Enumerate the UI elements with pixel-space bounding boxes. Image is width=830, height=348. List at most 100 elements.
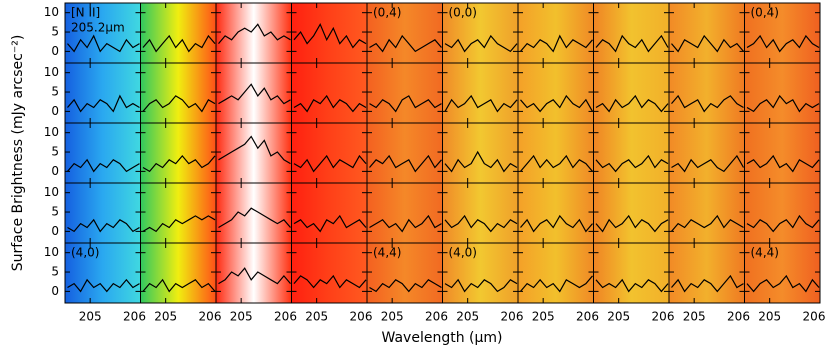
panel-label: (0,0): [449, 6, 477, 20]
spectrum: [520, 34, 593, 53]
x-tick-label: 205: [683, 310, 706, 324]
panel-label: (4,4): [373, 246, 401, 260]
spectrum: [595, 278, 669, 293]
y-tick-label: 10: [44, 5, 59, 19]
spectrum: [520, 214, 593, 233]
spectrum: [746, 214, 820, 233]
x-tick-label: 206: [576, 310, 599, 324]
spectrum: [671, 34, 744, 53]
panel-label: (4,0): [449, 246, 477, 260]
y-tick-label: 5: [51, 25, 59, 39]
y-tick-label: 0: [51, 164, 59, 178]
spectrum: [218, 83, 291, 105]
spectrum: [142, 278, 216, 293]
y-tick-label: 5: [51, 145, 59, 159]
panel-label: (0,4): [373, 6, 401, 20]
x-tick-label: 205: [79, 310, 102, 324]
background-map: [65, 3, 820, 303]
spectrum: [444, 150, 518, 173]
x-tick-label: 206: [652, 310, 675, 324]
spectrum: [444, 278, 518, 293]
spectrum: [369, 214, 442, 233]
spectrum: [746, 34, 820, 53]
map-column: [518, 3, 594, 303]
x-tick-label: 206: [199, 310, 222, 324]
x-tick-label: 205: [381, 310, 404, 324]
spectrum: [746, 274, 820, 293]
spectrum: [369, 95, 442, 113]
y-tick-label: 10: [44, 65, 59, 79]
x-tick-label: 205: [758, 310, 781, 324]
x-tick-label: 205: [532, 310, 555, 324]
map-column: [291, 3, 367, 303]
spectrum: [67, 94, 140, 113]
y-tick-label: 5: [51, 85, 59, 99]
spectrum: [444, 214, 518, 233]
spectrum: [369, 34, 442, 53]
spectrum: [520, 94, 594, 113]
spectrum: [218, 207, 291, 229]
x-tick-label: 205: [230, 310, 253, 324]
spectrum: [67, 218, 140, 233]
map-column: [65, 3, 141, 303]
spectrum: [293, 94, 367, 113]
x-tick-label: 206: [425, 310, 448, 324]
spectrum: [218, 267, 291, 285]
spectrum: [595, 34, 669, 53]
spectrum: [746, 154, 820, 173]
spectrum: [444, 94, 518, 113]
panel-label: [N II]: [71, 6, 100, 20]
x-tick-label: 206: [501, 310, 524, 324]
spectrum: [218, 135, 291, 165]
x-axis-label: Wavelength (μm): [382, 330, 503, 346]
y-tick-label: 0: [51, 224, 59, 238]
map-column: [216, 3, 292, 303]
panel-frame: [744, 242, 821, 304]
x-tick-label: 206: [350, 310, 373, 324]
map-column: [140, 3, 216, 303]
spectrum: [142, 34, 216, 53]
spectrum: [67, 158, 140, 173]
y-axis-label: Surface Brightness (mJy arcsec⁻²): [10, 35, 26, 272]
spectrum: [67, 278, 140, 293]
x-tick-label: 206: [803, 310, 826, 324]
spectrum: [671, 274, 744, 293]
spectrum: [142, 154, 216, 173]
spectrum: [671, 154, 745, 173]
panel-label: (4,4): [751, 246, 779, 260]
panel-label: (0,4): [751, 6, 779, 20]
x-tick-label: 206: [727, 310, 750, 324]
spectrum: [520, 275, 593, 293]
spectrum: [218, 23, 291, 44]
y-tick-label: 5: [51, 205, 59, 219]
x-tick-label: 205: [607, 310, 630, 324]
x-tick-label: 205: [305, 310, 328, 324]
spectrum: [293, 274, 367, 289]
spectrum: [595, 94, 669, 113]
spectrum: [671, 94, 744, 113]
spectrum: [293, 154, 367, 173]
y-tick-label: 10: [44, 125, 59, 139]
spectrum: [293, 22, 367, 49]
spectrum: [595, 214, 669, 233]
spectrum: [671, 214, 744, 232]
map-column: [367, 3, 443, 303]
x-tick-label: 206: [274, 310, 297, 324]
y-tick-label: 0: [51, 284, 59, 298]
spectrum: [369, 154, 442, 173]
y-tick-label: 5: [51, 265, 59, 279]
y-tick-label: 0: [51, 44, 59, 58]
x-tick-label: 205: [154, 310, 177, 324]
spectrum: [369, 279, 442, 293]
panel-label: (4,0): [71, 246, 99, 260]
spectrum: [67, 34, 140, 53]
spectrum: [595, 154, 669, 173]
spectrum: [746, 94, 820, 113]
map-column: [669, 3, 745, 303]
panel-label: 205.2μm: [71, 21, 125, 35]
spectrum: [520, 154, 593, 172]
spectrum: [142, 215, 216, 233]
x-tick-label: 205: [456, 310, 479, 324]
map-column: [442, 3, 518, 303]
